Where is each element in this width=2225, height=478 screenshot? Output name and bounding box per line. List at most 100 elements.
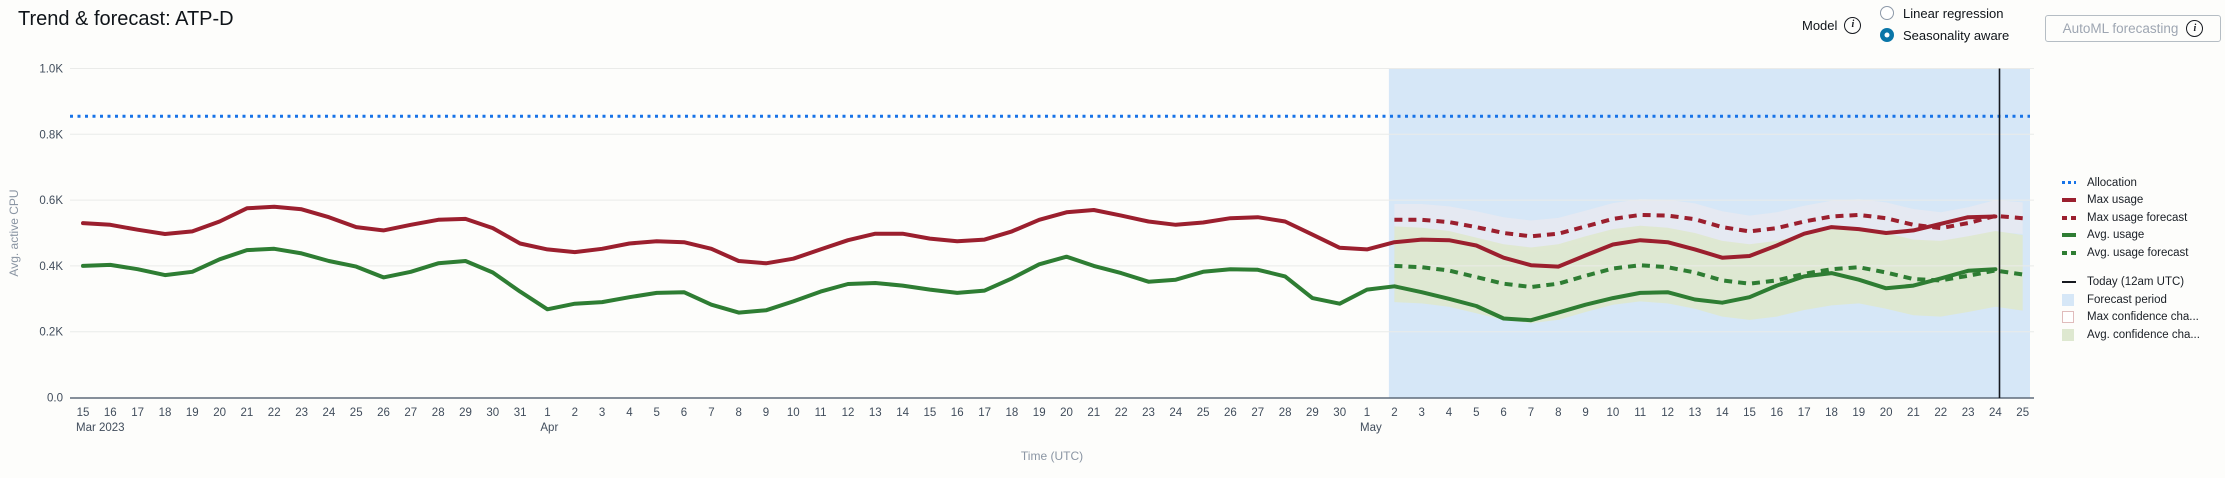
chart-legend: Allocation Max usage Max usage forecast Avg… [2062, 174, 2224, 344]
x-axis-month-label: Mar 2023 [76, 422, 125, 434]
radio-circle-unselected[interactable] [1880, 6, 1894, 20]
legend-swatch-fill-square [2062, 328, 2078, 341]
x-axis-tick-label: 29 [1306, 407, 1319, 419]
legend-label: Max confidence cha... [2087, 311, 2199, 324]
y-axis-tick-label: 0.4K [39, 261, 63, 273]
x-axis-tick-label: 31 [514, 407, 527, 419]
x-axis-tick-label: 18 [1006, 407, 1019, 419]
x-axis-tick-label: 20 [1060, 407, 1073, 419]
x-axis-tick-label: 14 [896, 407, 909, 419]
x-axis-tick-label: 7 [708, 407, 714, 419]
legend-item[interactable]: Avg. usage [2062, 227, 2224, 245]
x-axis-tick-label: 20 [1880, 407, 1893, 419]
legend-label: Allocation [2087, 176, 2137, 189]
y-axis-tick-label: 0.8K [39, 129, 63, 141]
legend-label: Max usage forecast [2087, 211, 2188, 224]
avg-confidence-channel-band [1394, 225, 2023, 324]
legend-item[interactable]: Avg. usage forecast [2062, 244, 2224, 262]
x-axis-tick-label: 23 [295, 407, 308, 419]
legend-label: Today (12am UTC) [2087, 276, 2185, 289]
max-usage-forecast-line [1394, 212, 2023, 239]
legend-item[interactable]: Max usage [2062, 192, 2224, 210]
legend-item[interactable]: Max usage forecast [2062, 209, 2224, 227]
avg-usage-line [81, 246, 1998, 323]
x-axis-tick-label: 15 [77, 407, 90, 419]
x-axis-tick-label: 1 [544, 407, 550, 419]
x-axis-tick-label: 10 [787, 407, 800, 419]
x-axis-tick-label: 22 [268, 407, 281, 419]
automl-button-label: AutoML forecasting [2062, 21, 2179, 36]
x-axis-tick-label: 4 [1446, 407, 1453, 419]
x-axis-month-label: Apr [540, 422, 558, 434]
x-axis-tick-label: 24 [1169, 407, 1182, 419]
x-axis-tick-label: 25 [2016, 407, 2029, 419]
x-axis-tick-label: 9 [1582, 407, 1588, 419]
y-axis-tick-label: 0.6K [39, 195, 63, 207]
x-axis-tick-label: 22 [1934, 407, 1947, 419]
x-axis-tick-label: 13 [869, 407, 882, 419]
x-axis-tick-label: 15 [924, 407, 937, 419]
x-axis-tick-label: 24 [1989, 407, 2002, 419]
legend-swatch-outline-square [2062, 311, 2078, 324]
x-axis-tick-label: 24 [323, 407, 336, 419]
radio-linear-regression[interactable]: Linear regression [1880, 3, 2009, 23]
x-axis-tick-label: 12 [842, 407, 855, 419]
x-axis-tick-label: 28 [432, 407, 445, 419]
automl-forecasting-button[interactable]: AutoML forecasting i [2045, 15, 2221, 42]
x-axis-tick-label: 7 [1528, 407, 1534, 419]
legend-swatch-solid-line [2062, 198, 2078, 203]
model-label: Model [1802, 17, 1838, 33]
x-axis-tick-label: 5 [1473, 407, 1479, 419]
radio-circle-selected[interactable] [1880, 28, 1894, 42]
x-axis-tick-label: 10 [1607, 407, 1620, 419]
x-axis-tick-label: 8 [735, 407, 741, 419]
legend-item[interactable]: Forecast period [2062, 291, 2224, 309]
x-axis-tick-label: 20 [213, 407, 226, 419]
x-axis-tick-label: 23 [1962, 407, 1975, 419]
x-axis-tick-label: 3 [1418, 407, 1424, 419]
radio-label: Linear regression [1903, 5, 2004, 21]
x-axis-tick-label: 14 [1716, 407, 1729, 419]
x-axis-tick-label: 19 [1852, 407, 1865, 419]
x-axis-tick-label: 17 [131, 407, 144, 419]
legend-item[interactable]: Avg. confidence cha... [2062, 326, 2224, 344]
x-axis-tick-label: 12 [1661, 407, 1674, 419]
max-confidence-channel-band [1394, 199, 2023, 253]
legend-label: Max usage [2087, 194, 2144, 207]
x-axis-title: Time (UTC) [1020, 449, 1084, 463]
page-title: Trend & forecast: ATP-D [18, 8, 234, 30]
legend-label: Avg. confidence cha... [2087, 328, 2200, 341]
x-axis-tick-label: 26 [1224, 407, 1237, 419]
x-axis-tick-label: 9 [763, 407, 769, 419]
x-axis-tick-label: 25 [350, 407, 363, 419]
legend-swatch-thin-line [2062, 281, 2078, 284]
x-axis-tick-label: 5 [653, 407, 659, 419]
automl-info-icon[interactable]: i [2186, 20, 2204, 37]
x-axis-tick-label: 17 [978, 407, 991, 419]
x-axis-tick-label: 27 [1251, 407, 1264, 419]
legend-item[interactable]: Max confidence cha... [2062, 309, 2224, 327]
legend-label: Avg. usage forecast [2087, 246, 2189, 259]
x-axis-tick-label: 2 [1391, 407, 1397, 419]
legend-item[interactable]: Today (12am UTC) [2062, 274, 2224, 292]
x-axis-tick-label: 18 [159, 407, 172, 419]
x-axis-tick-label: 17 [1798, 407, 1811, 419]
x-axis-tick-label: 16 [104, 407, 117, 419]
x-axis-tick-label: 6 [1500, 407, 1506, 419]
legend-item[interactable]: Allocation [2062, 174, 2224, 192]
model-info-icon[interactable]: i [1844, 16, 1862, 34]
x-axis-tick-label: 6 [681, 407, 687, 419]
legend-label: Avg. usage [2087, 229, 2145, 242]
x-axis-tick-label: 19 [1033, 407, 1046, 419]
radio-seasonality-aware[interactable]: Seasonality aware [1880, 25, 2009, 45]
model-control: Model i [1802, 12, 1862, 38]
x-axis-tick-label: 21 [241, 407, 254, 419]
legend-swatch-dotted-line [2062, 181, 2078, 185]
x-axis-tick-label: 15 [1743, 407, 1756, 419]
radio-label: Seasonality aware [1903, 27, 2010, 43]
x-axis-tick-label: 29 [459, 407, 472, 419]
x-axis-tick-label: 4 [626, 407, 633, 419]
x-axis-tick-label: 26 [377, 407, 390, 419]
legend-swatch-dashed-line [2062, 250, 2078, 255]
